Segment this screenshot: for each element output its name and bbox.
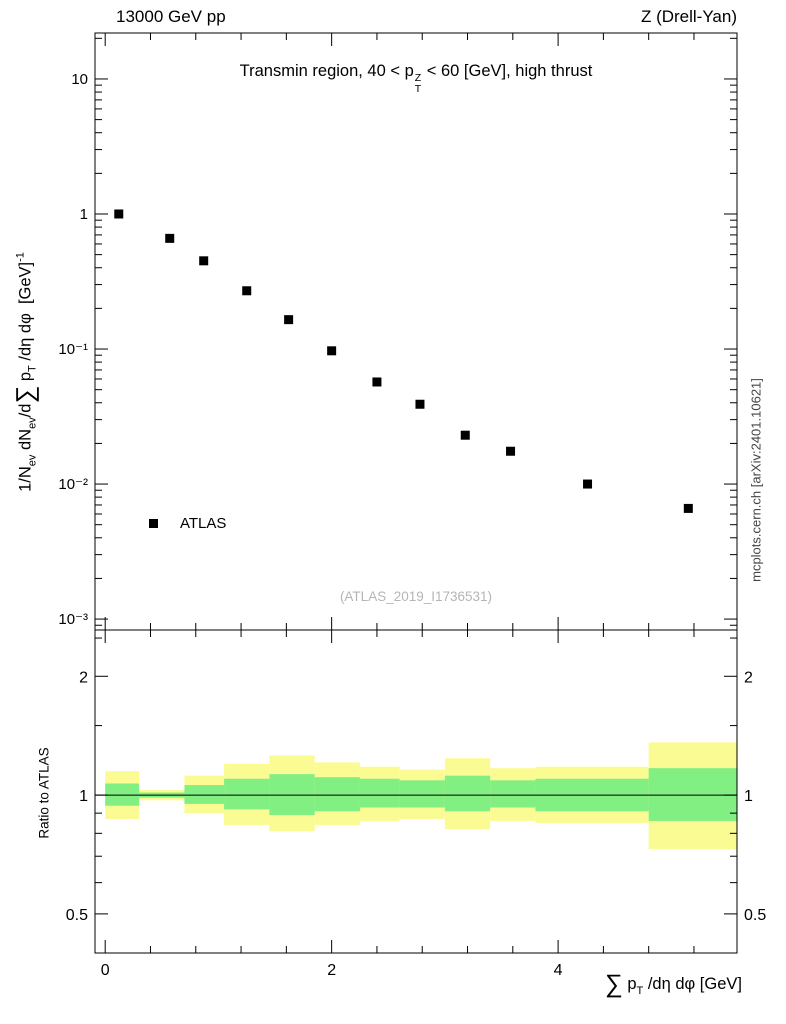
ratio-y-tick-label: 2 [744,669,753,686]
x-tick-label: 0 [101,962,110,979]
beam-energy-label: 13000 GeV pp [116,7,226,26]
ratio-y-tick-label: 1 [79,788,88,805]
ratio-y-tick-label: 0.5 [66,907,88,924]
yl-n1: 1/N [16,466,35,492]
x-axis-label: ∑ pT /dη dφ [GeV] [605,970,742,999]
data-point [114,209,124,219]
data-point [683,503,693,513]
legend-marker-square [149,519,158,528]
ratio-y-tick-label: 0.5 [744,907,766,924]
x-tick-label: 4 [554,962,563,979]
ratio-panel-frame [94,629,738,954]
data-point [284,315,294,325]
pt-sup: Z [414,72,422,84]
main-panel-frame [94,32,738,631]
y-tick-label: 10 [71,71,88,88]
y-tick-label: 10⁻¹ [58,341,88,358]
legend: ATLAS [149,515,226,532]
yl-s4: T [26,365,39,372]
data-point [415,399,425,409]
y-axis-label: 1/Nev dNev/d∑ pT /dη dφ [GeV]-1 [12,252,41,492]
xl-p: p [622,975,637,993]
ratio-y-axis-label: Ratio to ATLAS [36,747,52,839]
data-point [460,430,470,440]
data-point [327,346,337,356]
ratio-band-inner [224,778,270,810]
ratio-band-inner [490,780,536,808]
panel-title-pre: Transmin region, 40 < p [239,62,414,80]
y-tick-label: 10⁻³ [58,611,88,628]
panel-title-post: < 60 [GeV], high thrust [422,62,593,80]
source-caption: mcplots.cern.ch [arXiv:2401.10621] [748,378,764,582]
x-tick-label: 2 [327,962,336,979]
yl-n5: /dη dφ [GeV] [16,261,35,366]
data-point [165,233,175,243]
xl-rest: /dη dφ [GeV] [643,975,742,993]
y-tick-label: 1 [80,206,88,223]
ratio-band-inner [444,775,491,812]
yl-n3: /d [16,403,35,418]
ratio-y-tick-label: 1 [744,788,753,805]
ratio-band-inner [184,785,225,804]
ratio-band-inner [399,780,445,808]
xl-sub: T [636,985,644,997]
xl-sigma: ∑ [604,970,623,998]
data-point [242,286,252,296]
yl-s2: ev [26,417,39,429]
data-point [199,256,209,266]
yl-n4: p [16,371,35,386]
yl-n2: dN [16,428,35,455]
data-point [506,446,516,456]
data-point [372,377,382,387]
yl-s1: ev [26,454,39,467]
pt-sub: T [414,82,422,95]
analysis-watermark: (ATLAS_2019_I1736531) [339,589,493,604]
ratio-band-inner [648,768,737,821]
ratio-band-inner [359,778,400,808]
yl-sigma: ∑ [11,385,40,404]
ratio-band-inner [314,777,360,812]
legend-label: ATLAS [180,515,227,532]
process-label: Z (Drell-Yan) [640,7,737,26]
data-point [583,479,593,489]
yl-sup: -1 [14,252,27,262]
y-tick-label: 10⁻² [58,476,88,493]
ratio-y-tick-label: 2 [79,669,88,686]
